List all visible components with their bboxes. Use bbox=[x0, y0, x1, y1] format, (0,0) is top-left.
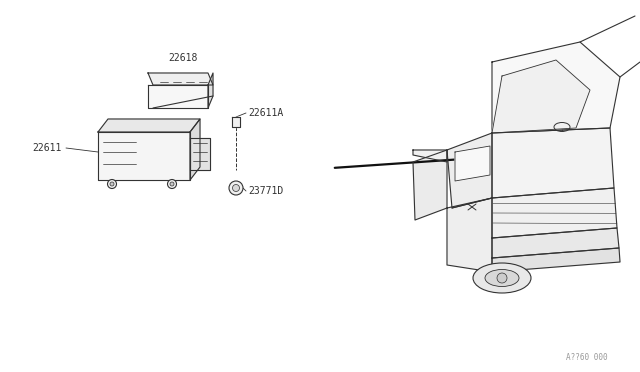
Circle shape bbox=[108, 180, 116, 189]
Circle shape bbox=[232, 185, 239, 192]
Polygon shape bbox=[492, 228, 619, 258]
Text: A??60 000: A??60 000 bbox=[566, 353, 608, 362]
Circle shape bbox=[497, 273, 507, 283]
Text: 23771D: 23771D bbox=[248, 186, 284, 196]
Polygon shape bbox=[148, 85, 208, 108]
Text: 22618: 22618 bbox=[168, 53, 198, 63]
Polygon shape bbox=[190, 138, 210, 170]
Text: 22611: 22611 bbox=[33, 143, 62, 153]
Circle shape bbox=[170, 182, 174, 186]
Polygon shape bbox=[447, 133, 492, 208]
Polygon shape bbox=[190, 119, 200, 180]
Polygon shape bbox=[447, 198, 492, 272]
Polygon shape bbox=[148, 73, 213, 85]
Polygon shape bbox=[413, 150, 447, 162]
Polygon shape bbox=[98, 132, 190, 180]
Circle shape bbox=[229, 181, 243, 195]
Ellipse shape bbox=[485, 269, 519, 286]
Ellipse shape bbox=[473, 263, 531, 293]
Circle shape bbox=[110, 182, 114, 186]
Text: 22611A: 22611A bbox=[248, 108, 284, 118]
Polygon shape bbox=[455, 146, 490, 181]
Circle shape bbox=[168, 180, 177, 189]
Polygon shape bbox=[208, 73, 213, 108]
Polygon shape bbox=[413, 150, 447, 220]
Polygon shape bbox=[232, 117, 240, 127]
Polygon shape bbox=[492, 248, 620, 272]
Polygon shape bbox=[492, 60, 590, 133]
Polygon shape bbox=[492, 42, 620, 133]
Polygon shape bbox=[492, 128, 614, 198]
Polygon shape bbox=[98, 119, 200, 132]
Polygon shape bbox=[492, 188, 617, 238]
